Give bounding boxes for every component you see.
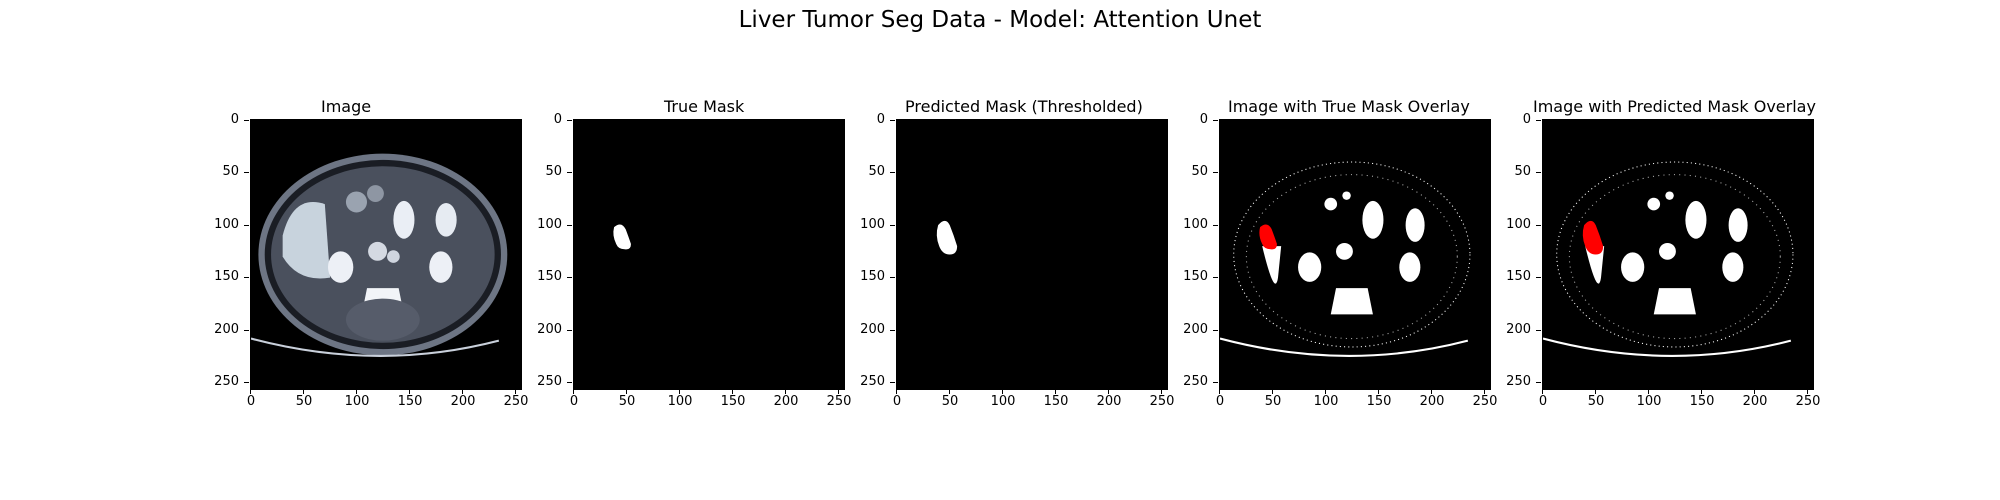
y-tick: 100 — [211, 217, 249, 232]
x-tick: 100 — [983, 389, 1023, 409]
x-tick: 0 — [1523, 389, 1563, 409]
y-tick: 150 — [211, 269, 249, 284]
y-tick: 200 — [1180, 322, 1218, 337]
x-tick: 150 — [390, 389, 430, 409]
y-tick: 100 — [1503, 217, 1541, 232]
y-tick: 150 — [1503, 269, 1541, 284]
x-tick: 200 — [443, 389, 483, 409]
x-tick: 0 — [877, 389, 917, 409]
y-tick: 150 — [857, 269, 895, 284]
panel-title: Image with Predicted Mask Overlay — [1533, 97, 1816, 116]
x-tick: 250 — [1142, 389, 1182, 409]
panel-true-mask: True Mask 0 50 100 150 200 250 0 50 100 … — [534, 88, 851, 418]
x-tick: 100 — [337, 389, 377, 409]
panel-title: Image — [321, 97, 372, 116]
y-tick: 0 — [534, 112, 572, 127]
y-tick: 100 — [1180, 217, 1218, 232]
x-tick: 200 — [1412, 389, 1452, 409]
y-tick: 50 — [211, 164, 249, 179]
true-mask-image — [573, 119, 845, 390]
x-tick: 250 — [496, 389, 536, 409]
true-overlay-image — [1219, 119, 1491, 390]
x-tick: 100 — [1306, 389, 1346, 409]
y-tick: 250 — [534, 374, 572, 389]
x-tick: 200 — [766, 389, 806, 409]
y-tick: 200 — [857, 322, 895, 337]
y-tick: 0 — [857, 112, 895, 127]
x-tick: 150 — [1359, 389, 1399, 409]
x-tick: 0 — [554, 389, 594, 409]
y-tick: 50 — [857, 164, 895, 179]
x-tick: 0 — [1200, 389, 1240, 409]
y-tick: 150 — [1180, 269, 1218, 284]
y-tick: 150 — [534, 269, 572, 284]
y-tick: 250 — [857, 374, 895, 389]
x-tick: 50 — [607, 389, 647, 409]
panel-true-overlay: Image with True Mask Overlay 0 50 100 15… — [1180, 88, 1497, 418]
y-tick: 100 — [857, 217, 895, 232]
figure-title: Liver Tumor Seg Data - Model: Attention … — [738, 7, 1262, 33]
predicted-overlay-image — [1542, 119, 1814, 390]
x-tick: 150 — [1036, 389, 1076, 409]
x-tick: 100 — [1629, 389, 1669, 409]
x-tick: 100 — [660, 389, 700, 409]
y-tick: 200 — [211, 322, 249, 337]
x-tick: 50 — [1576, 389, 1616, 409]
panel-image: Image 0 50 100 150 200 250 0 50 10 — [211, 88, 528, 418]
y-tick: 0 — [211, 112, 249, 127]
ct-scan-image — [250, 119, 522, 390]
y-tick: 0 — [1503, 112, 1541, 127]
x-tick: 50 — [284, 389, 324, 409]
y-tick: 50 — [534, 164, 572, 179]
x-tick: 250 — [1788, 389, 1828, 409]
predicted-mask-image — [896, 119, 1168, 390]
y-tick: 200 — [534, 322, 572, 337]
x-tick: 150 — [713, 389, 753, 409]
y-tick: 250 — [211, 374, 249, 389]
panel-title: True Mask — [664, 97, 745, 116]
x-tick: 150 — [1682, 389, 1722, 409]
y-tick: 100 — [534, 217, 572, 232]
y-tick: 200 — [1503, 322, 1541, 337]
x-tick: 250 — [1465, 389, 1505, 409]
y-tick: 50 — [1503, 164, 1541, 179]
x-tick: 0 — [231, 389, 271, 409]
y-tick: 250 — [1180, 374, 1218, 389]
x-tick: 50 — [1253, 389, 1293, 409]
panel-title: Image with True Mask Overlay — [1228, 97, 1470, 116]
y-tick: 50 — [1180, 164, 1218, 179]
x-tick: 200 — [1735, 389, 1775, 409]
y-tick: 0 — [1180, 112, 1218, 127]
panel-predicted-overlay: Image with Predicted Mask Overlay 0 50 1… — [1503, 88, 1820, 418]
x-tick: 200 — [1089, 389, 1129, 409]
y-tick: 250 — [1503, 374, 1541, 389]
panel-title: Predicted Mask (Thresholded) — [905, 97, 1143, 116]
panel-predicted-mask: Predicted Mask (Thresholded) 0 50 100 15… — [857, 88, 1174, 418]
x-tick: 250 — [819, 389, 859, 409]
x-tick: 50 — [930, 389, 970, 409]
